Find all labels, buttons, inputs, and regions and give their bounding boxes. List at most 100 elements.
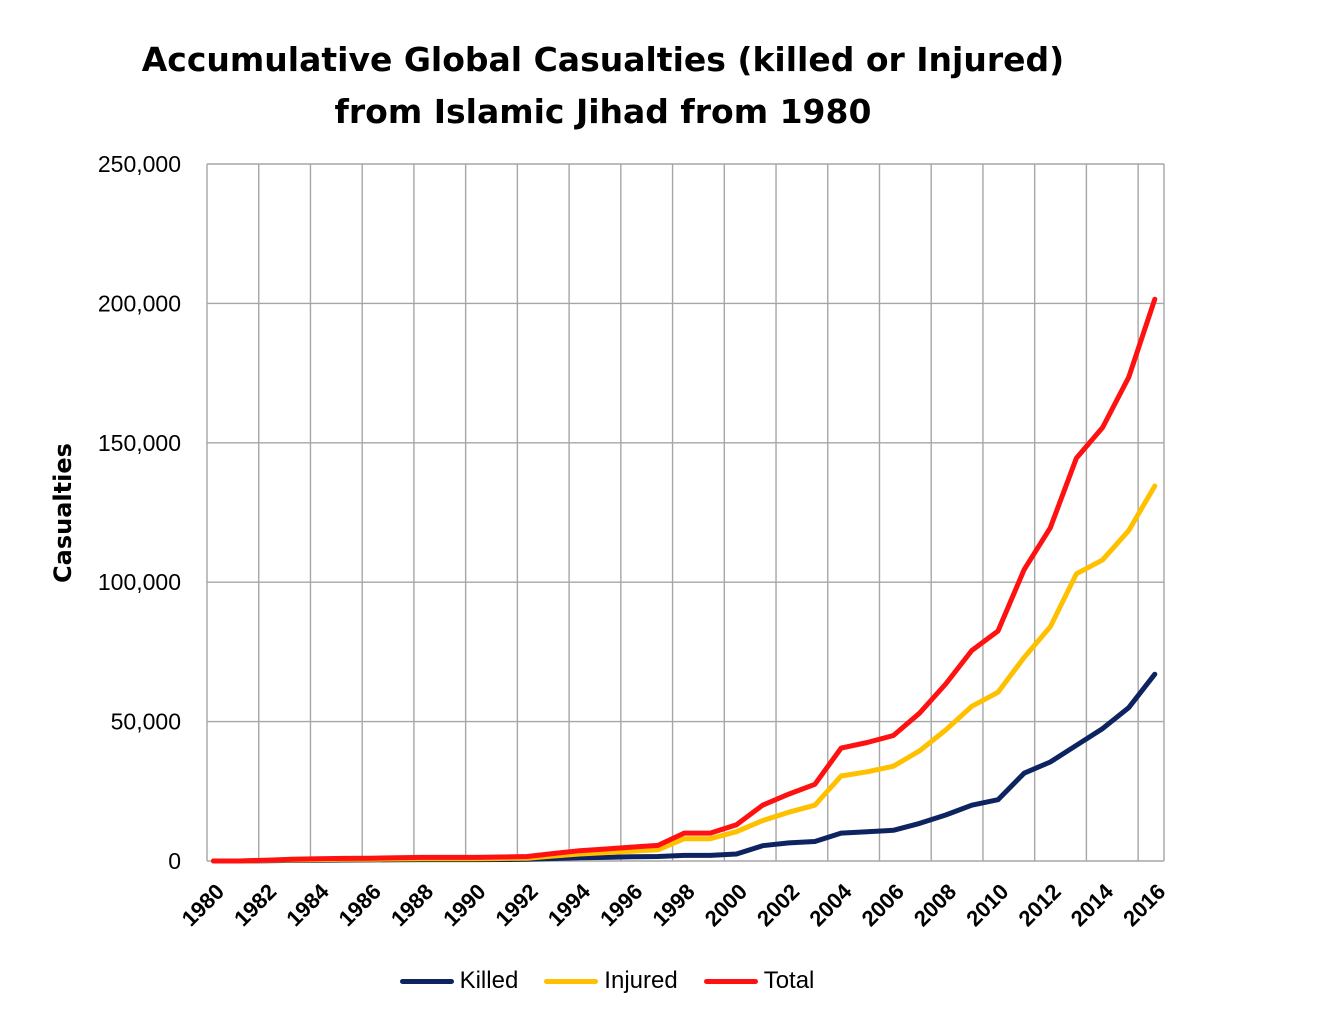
data-point [943, 681, 948, 687]
data-point [525, 854, 530, 859]
data-point [838, 745, 844, 751]
data-point [943, 727, 948, 733]
data-point [969, 803, 975, 808]
data-point [1126, 705, 1131, 710]
data-point [472, 855, 478, 860]
series-total [211, 296, 1158, 864]
data-point [734, 822, 739, 827]
data-point [1021, 655, 1027, 660]
data-point [708, 853, 713, 858]
y-axis-label: Casualties [49, 443, 77, 583]
data-point [786, 810, 791, 815]
y-tick-label: 0 [168, 848, 181, 874]
legend-swatch [703, 978, 758, 984]
data-point [865, 769, 870, 774]
data-point [577, 848, 582, 853]
legend-item-injured: Injured [544, 967, 678, 995]
data-point [734, 851, 739, 857]
data-point [760, 803, 765, 808]
data-point [1152, 483, 1158, 489]
data-point [865, 829, 870, 834]
data-point [786, 791, 791, 797]
chart-title-line-1: Accumulative Global Casualties (killed o… [141, 40, 1065, 79]
x-tick-label: 1992 [491, 879, 543, 931]
legend-label: Total [763, 967, 815, 994]
data-point [237, 858, 242, 864]
data-point [838, 830, 844, 836]
data-point [1021, 770, 1027, 776]
data-point [681, 853, 687, 858]
data-point [891, 764, 896, 769]
x-tick-label: 1998 [647, 879, 699, 931]
x-tick-label: 1980 [177, 879, 229, 931]
data-point [1100, 557, 1105, 563]
data-point [629, 849, 635, 854]
data-point [263, 857, 269, 863]
x-tick-label: 1990 [438, 879, 490, 931]
data-point [1100, 726, 1105, 731]
y-tick-label: 150,000 [98, 430, 181, 456]
x-tick-label: 2008 [909, 879, 961, 931]
data-point [995, 628, 1001, 634]
legend-swatch [399, 978, 454, 984]
data-point [655, 843, 661, 848]
data-point [995, 690, 1001, 695]
data-point [289, 857, 295, 862]
y-tick-label: 200,000 [98, 290, 181, 316]
data-point [708, 830, 713, 836]
data-point [342, 856, 347, 861]
x-tick-label: 1988 [386, 879, 438, 931]
series-line-injured [211, 483, 1158, 864]
line-chart: 0 50,000 100,000 150,000 200,000 250,000 1980… [49, 151, 1170, 931]
data-point [394, 855, 399, 860]
data-point [1100, 425, 1105, 430]
data-point [655, 854, 661, 859]
data-point [681, 830, 687, 836]
data-point [917, 748, 922, 754]
x-tick-label: 1982 [229, 879, 281, 931]
data-point [969, 704, 975, 709]
data-point [812, 803, 818, 808]
legend-swatch [544, 978, 599, 984]
legend-label: Killed [459, 967, 519, 994]
data-point [1152, 672, 1158, 677]
data-point [368, 856, 373, 861]
data-point [446, 855, 452, 860]
data-point [917, 821, 922, 826]
data-point [655, 847, 661, 853]
x-tick-label: 2010 [961, 879, 1013, 931]
series-layer [211, 296, 1158, 864]
data-point [786, 840, 791, 846]
data-point [211, 858, 216, 864]
legend-item-killed: Killed [399, 967, 519, 995]
data-point [629, 844, 635, 850]
series-injured [211, 483, 1158, 864]
x-tick-label: 2000 [700, 879, 752, 931]
data-point [498, 854, 504, 860]
y-tick-label: 50,000 [111, 709, 181, 735]
data-point [943, 812, 948, 818]
data-point [1152, 297, 1158, 302]
x-tick-label: 2002 [752, 879, 804, 931]
y-tick-label: 100,000 [98, 569, 181, 595]
x-tick-label: 2012 [1014, 879, 1066, 931]
data-point [891, 733, 896, 738]
data-point [917, 711, 922, 716]
x-tick-label: 2006 [857, 879, 909, 931]
x-tick-label: 1984 [281, 878, 334, 931]
data-point [969, 648, 975, 653]
x-tick-label: 1994 [543, 878, 596, 931]
data-point [865, 740, 870, 745]
data-point [1074, 743, 1079, 748]
data-point [812, 782, 818, 787]
data-point [1074, 571, 1079, 577]
data-point [760, 818, 765, 823]
data-point [708, 836, 713, 841]
data-point [1048, 624, 1053, 630]
data-point [603, 846, 608, 852]
data-point [1126, 528, 1131, 533]
data-point [995, 797, 1001, 802]
data-point [1048, 759, 1053, 765]
data-point [681, 836, 687, 841]
chart-title: Accumulative Global Casualties (killed o… [0, 34, 1206, 138]
